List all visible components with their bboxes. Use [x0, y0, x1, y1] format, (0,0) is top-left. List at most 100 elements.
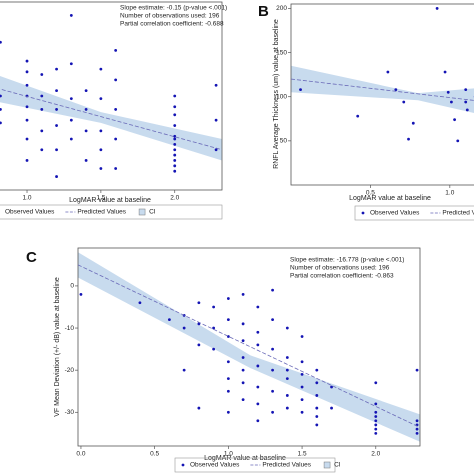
x-tick-label: 0.5	[366, 190, 375, 197]
observed-point	[25, 159, 29, 162]
chart-panel: 0.5 1.0 50 100 150 200 B LogMAR value at baseli…	[258, 3, 474, 221]
observed-point	[415, 368, 419, 372]
legend-label: Observed Values	[190, 462, 240, 469]
legend-symbol	[181, 463, 185, 467]
observed-point	[241, 292, 245, 296]
observed-point	[271, 347, 274, 351]
observed-point	[374, 381, 378, 385]
annotation: Partial correlation coefficient: -0.688	[120, 21, 224, 28]
x-tick-label: 1.0	[22, 195, 31, 202]
observed-point	[69, 118, 73, 122]
observed-point	[415, 419, 419, 423]
observed-point	[241, 356, 245, 359]
observed-point	[173, 153, 177, 157]
observed-point	[271, 368, 274, 372]
y-tick-label: -10	[65, 325, 75, 332]
observed-point	[197, 301, 201, 305]
observed-point	[99, 129, 103, 133]
legend-frame	[0, 204, 223, 220]
y-axis-label: VF Mean Deviation (+/- dB) value at base…	[54, 277, 61, 417]
observed-point	[315, 381, 319, 385]
observed-point	[374, 419, 378, 423]
observed-point	[99, 167, 103, 170]
plot-frame	[0, 1, 223, 191]
observed-point	[55, 67, 58, 71]
x-tick-label: 2.0	[371, 451, 380, 458]
annotation: Number of observations used: 196	[290, 265, 390, 272]
observed-point	[256, 305, 260, 309]
observed-point	[214, 118, 218, 122]
observed-point	[79, 292, 83, 296]
observed-point	[25, 118, 29, 122]
observed-point	[69, 14, 73, 17]
observed-point	[114, 48, 118, 52]
observed-point	[241, 368, 245, 372]
observed-point	[271, 318, 274, 322]
legend-symbol	[138, 208, 146, 216]
observed-point	[55, 89, 58, 93]
y-tick-label: -30	[65, 409, 75, 416]
observed-point	[464, 88, 468, 92]
legend-frame	[174, 457, 336, 473]
observed-point	[415, 427, 419, 431]
observed-point	[374, 423, 378, 427]
observed-point	[182, 368, 186, 372]
observed-point	[40, 108, 44, 111]
observed-point	[299, 88, 302, 92]
observed-point	[315, 406, 319, 410]
legend-label: Predicted Values	[442, 210, 474, 217]
x-tick-label: 0.0	[76, 451, 85, 458]
observed-point	[285, 394, 289, 397]
observed-point	[173, 148, 177, 152]
observed-point	[315, 394, 319, 397]
observed-point	[167, 318, 171, 322]
observed-point	[226, 377, 230, 380]
observed-point	[446, 90, 450, 94]
observed-point	[285, 377, 289, 380]
observed-point	[182, 326, 186, 330]
observed-point	[138, 301, 142, 305]
observed-point	[99, 97, 103, 101]
panel-label: B	[258, 3, 269, 20]
observed-point	[415, 431, 419, 435]
chart-panel: 1.0 1.5 2.0 Slope estimate: -0.15 (p-value …	[0, 1, 227, 220]
observed-point	[212, 347, 216, 351]
observed-point	[464, 100, 468, 104]
observed-point	[114, 167, 118, 170]
observed-point	[0, 94, 2, 98]
observed-point	[69, 62, 73, 66]
observed-point	[285, 368, 289, 372]
ci-band	[0, 75, 222, 161]
observed-point	[300, 335, 304, 338]
observed-point	[226, 318, 230, 322]
observed-point	[271, 410, 274, 414]
observed-point	[212, 326, 216, 330]
observed-point	[173, 105, 177, 109]
observed-point	[84, 89, 88, 93]
observed-point	[394, 88, 398, 92]
x-axis-label: LogMAR value at baseline	[204, 455, 286, 462]
legend-label: CI	[334, 462, 341, 469]
observed-point	[84, 108, 88, 111]
observed-point	[25, 105, 29, 109]
observed-point	[99, 148, 103, 152]
observed-point	[25, 59, 29, 63]
y-tick-label: 50	[280, 138, 288, 145]
observed-point	[99, 67, 103, 71]
observed-point	[386, 70, 390, 74]
y-tick-label: -20	[65, 367, 75, 374]
observed-point	[271, 389, 274, 393]
observed-point	[0, 108, 2, 111]
predicted-line	[77, 264, 421, 428]
ci-band	[78, 252, 420, 442]
plot-frame	[77, 247, 421, 447]
y-tick-label: 100	[276, 93, 287, 100]
observed-point	[55, 175, 58, 178]
observed-point	[55, 148, 58, 152]
observed-point	[374, 410, 378, 414]
legend-label: Predicted Values	[77, 209, 126, 216]
observed-point	[114, 137, 118, 141]
x-tick-label: 1.5	[96, 195, 105, 202]
x-tick-label: 1.0	[224, 451, 233, 458]
